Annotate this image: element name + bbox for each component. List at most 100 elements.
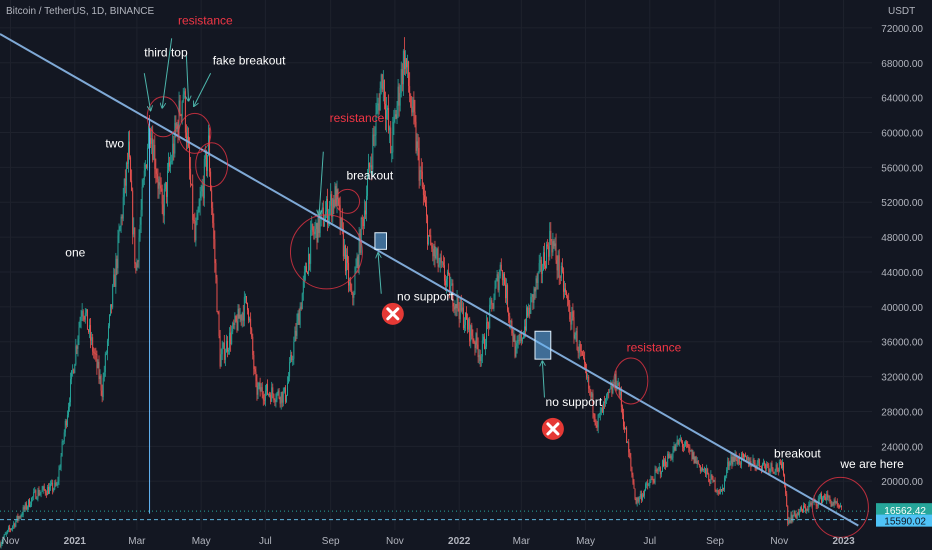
candle	[291, 355, 293, 361]
candle	[538, 263, 540, 272]
candle	[518, 340, 520, 342]
candle	[716, 490, 718, 492]
candle	[88, 329, 89, 332]
candle	[500, 264, 502, 271]
candle	[822, 497, 823, 503]
candle	[172, 143, 174, 161]
candle	[535, 278, 537, 292]
candle	[809, 503, 811, 505]
candle	[191, 184, 193, 185]
date-tick-label: Jul	[259, 536, 272, 547]
candle	[236, 321, 238, 331]
candle	[530, 296, 532, 314]
candle	[117, 235, 119, 269]
candle	[541, 269, 543, 274]
candle	[240, 314, 242, 321]
candle	[142, 179, 144, 187]
candle	[381, 74, 383, 90]
candle	[290, 355, 292, 363]
candle	[261, 387, 263, 395]
candle	[597, 414, 599, 428]
candle	[323, 221, 325, 227]
candle	[738, 456, 740, 464]
candle	[584, 358, 585, 363]
candle	[706, 468, 708, 475]
candle	[49, 486, 50, 494]
candle	[575, 330, 577, 335]
candle	[189, 146, 191, 169]
candle	[794, 510, 796, 515]
candle	[259, 382, 261, 392]
candle	[380, 74, 382, 88]
candle	[184, 91, 186, 133]
candle	[434, 245, 436, 259]
candle	[820, 493, 822, 503]
candle	[767, 464, 769, 466]
candle	[317, 211, 319, 243]
candle	[606, 395, 608, 399]
candle	[663, 460, 664, 466]
candle	[352, 293, 354, 298]
candle	[401, 69, 403, 85]
candle	[791, 514, 793, 522]
candle	[254, 369, 256, 372]
candle	[106, 340, 108, 354]
candle	[168, 162, 169, 171]
candle	[255, 371, 257, 381]
candle	[237, 308, 239, 331]
candle	[289, 362, 291, 377]
candle	[60, 455, 62, 468]
candle	[15, 521, 17, 527]
candle	[429, 235, 431, 236]
annotation-arrow	[542, 361, 544, 398]
candle	[4, 534, 6, 535]
candle	[249, 318, 251, 321]
candle	[330, 194, 332, 206]
annotation-label: resistance	[627, 340, 682, 354]
candle	[308, 253, 310, 274]
candle	[600, 407, 602, 412]
candle	[764, 462, 766, 465]
candle	[710, 474, 712, 484]
candle	[595, 422, 597, 426]
candle	[23, 507, 25, 510]
candle	[174, 122, 176, 154]
candle	[9, 527, 10, 530]
candle	[715, 490, 717, 492]
candle	[273, 394, 275, 401]
candle	[230, 332, 232, 345]
candle	[448, 271, 450, 275]
candle	[105, 353, 107, 355]
candle	[219, 336, 221, 367]
candle	[763, 462, 764, 465]
candle	[231, 331, 233, 345]
candle	[268, 393, 270, 395]
candle	[423, 195, 425, 201]
candle	[234, 316, 236, 326]
candle	[425, 200, 426, 206]
candle	[162, 204, 164, 216]
candle	[446, 278, 447, 286]
candle	[277, 390, 279, 393]
candle	[756, 462, 758, 468]
candle	[802, 509, 803, 513]
candle	[25, 503, 27, 510]
candle	[124, 178, 126, 186]
candle	[527, 307, 529, 316]
candle	[203, 159, 205, 199]
annotation-label: fake breakout	[213, 54, 286, 68]
candle	[537, 271, 539, 284]
candle	[684, 446, 685, 448]
candle	[677, 439, 679, 445]
candle	[239, 314, 241, 319]
candle	[479, 355, 481, 361]
annotation-label: we are here	[839, 457, 904, 471]
candle	[655, 469, 657, 471]
candle	[666, 466, 668, 467]
candle	[545, 265, 546, 269]
candle	[581, 351, 583, 356]
candle	[438, 264, 440, 267]
candle	[489, 304, 491, 329]
candle	[557, 255, 559, 271]
